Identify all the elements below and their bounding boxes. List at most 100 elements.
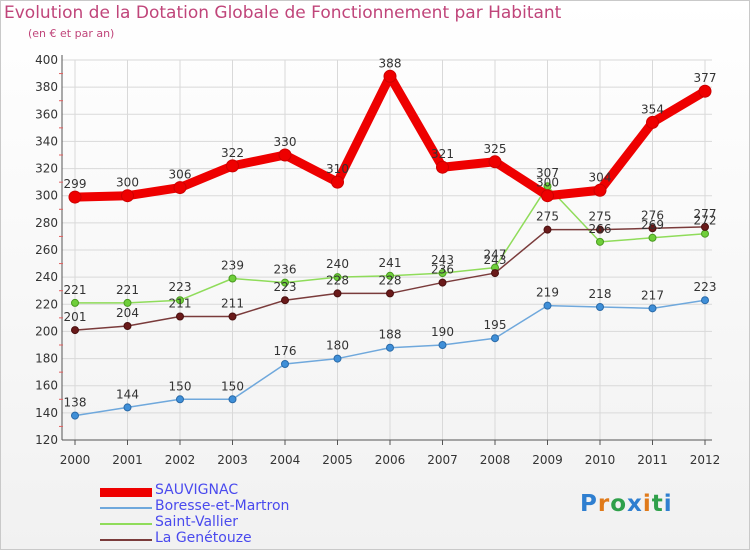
data-label: 275 [536,210,559,224]
data-label: 144 [116,387,139,401]
data-label: 307 [536,166,559,180]
legend-label: Boresse-et-Martron [155,498,290,514]
data-label: 211 [169,297,192,311]
data-label: 300 [116,176,139,190]
data-label: 228 [326,273,349,287]
data-point [123,403,132,412]
data-label: 223 [694,280,717,294]
data-point [71,411,79,420]
legend-label: La Genétouze [155,530,252,546]
data-label: 201 [64,310,87,324]
data-point [333,354,342,363]
y-tick-label: 140 [35,406,58,420]
data-label: 322 [221,146,244,160]
proxiti-logo: Proxiti [580,491,673,517]
x-tick-label: 2009 [532,453,563,467]
x-tick-label: 2005 [322,453,353,467]
y-tick-label: 320 [35,162,58,176]
data-label: 176 [274,344,297,358]
x-tick-label: 2003 [217,453,248,467]
data-point [228,274,237,283]
data-point [281,360,289,368]
y-tick-label: 220 [35,297,58,311]
data-point [68,190,82,204]
data-point [596,303,604,311]
y-tick-label: 360 [35,107,58,121]
data-label: 300 [536,176,559,190]
data-label: 190 [431,325,454,339]
data-point [648,233,657,242]
data-point [176,395,184,404]
legend-swatch [100,539,152,541]
data-label: 223 [274,280,297,294]
x-tick-label: 2012 [690,453,721,467]
data-label: 247 [484,248,507,262]
x-tick-label: 2007 [427,453,458,467]
data-label: 243 [431,253,454,267]
y-tick-label: 160 [35,379,58,393]
x-tick-label: 2002 [165,453,196,467]
x-tick-label: 2006 [375,453,406,467]
logo-letter: x [627,491,643,517]
data-point [491,334,499,343]
y-tick-label: 400 [35,53,58,67]
logo-letter: r [597,491,611,517]
data-point [596,237,604,246]
data-label: 321 [431,147,454,161]
data-label: 354 [641,102,664,116]
data-point [491,269,499,278]
data-point [596,225,604,234]
data-label: 277 [694,207,717,221]
data-point [226,159,239,173]
legend-label: Saint-Vallier [155,514,239,530]
y-tick-label: 300 [35,189,58,203]
chart-title: Evolution de la Dotation Globale de Fonc… [4,3,562,23]
data-point [436,160,449,174]
data-label: 275 [589,210,612,224]
x-tick-label: 2010 [585,453,616,467]
data-label: 221 [64,283,87,297]
data-point [701,229,709,238]
data-point [701,296,709,305]
data-point [698,84,712,98]
data-label: 188 [379,328,402,342]
data-point [121,189,134,203]
data-label: 299 [64,177,87,191]
data-label: 325 [484,142,507,156]
x-tick-label: 2001 [112,453,143,467]
y-tick-label: 200 [35,324,58,338]
data-point [543,225,552,234]
data-label: 219 [536,286,559,300]
y-tick-label: 380 [35,80,58,94]
data-point [648,224,657,233]
data-label: 223 [169,280,192,294]
data-point [123,322,132,330]
data-point [71,326,79,335]
data-point [71,298,79,307]
logo-letter: t [651,491,664,517]
data-point [386,271,394,280]
data-label: 377 [694,71,717,85]
data-point [543,301,552,310]
data-point [646,115,659,129]
y-tick-label: 180 [35,352,58,366]
logo-letter: i [663,491,673,517]
data-label: 266 [589,222,612,236]
data-label: 304 [589,170,612,184]
data-point [333,289,342,298]
x-tick-label: 2004 [270,453,301,467]
data-label: 211 [221,297,244,311]
data-point [281,296,289,305]
data-label: 228 [379,273,402,287]
data-point [438,341,447,349]
data-point [331,175,344,189]
data-point [438,269,447,278]
y-tick-label: 340 [35,134,58,148]
data-point [386,343,394,352]
data-label: 150 [221,379,244,393]
y-tick-label: 260 [35,243,58,257]
data-label: 236 [431,263,454,277]
logo-letter: P [580,491,598,517]
data-point [278,148,292,162]
